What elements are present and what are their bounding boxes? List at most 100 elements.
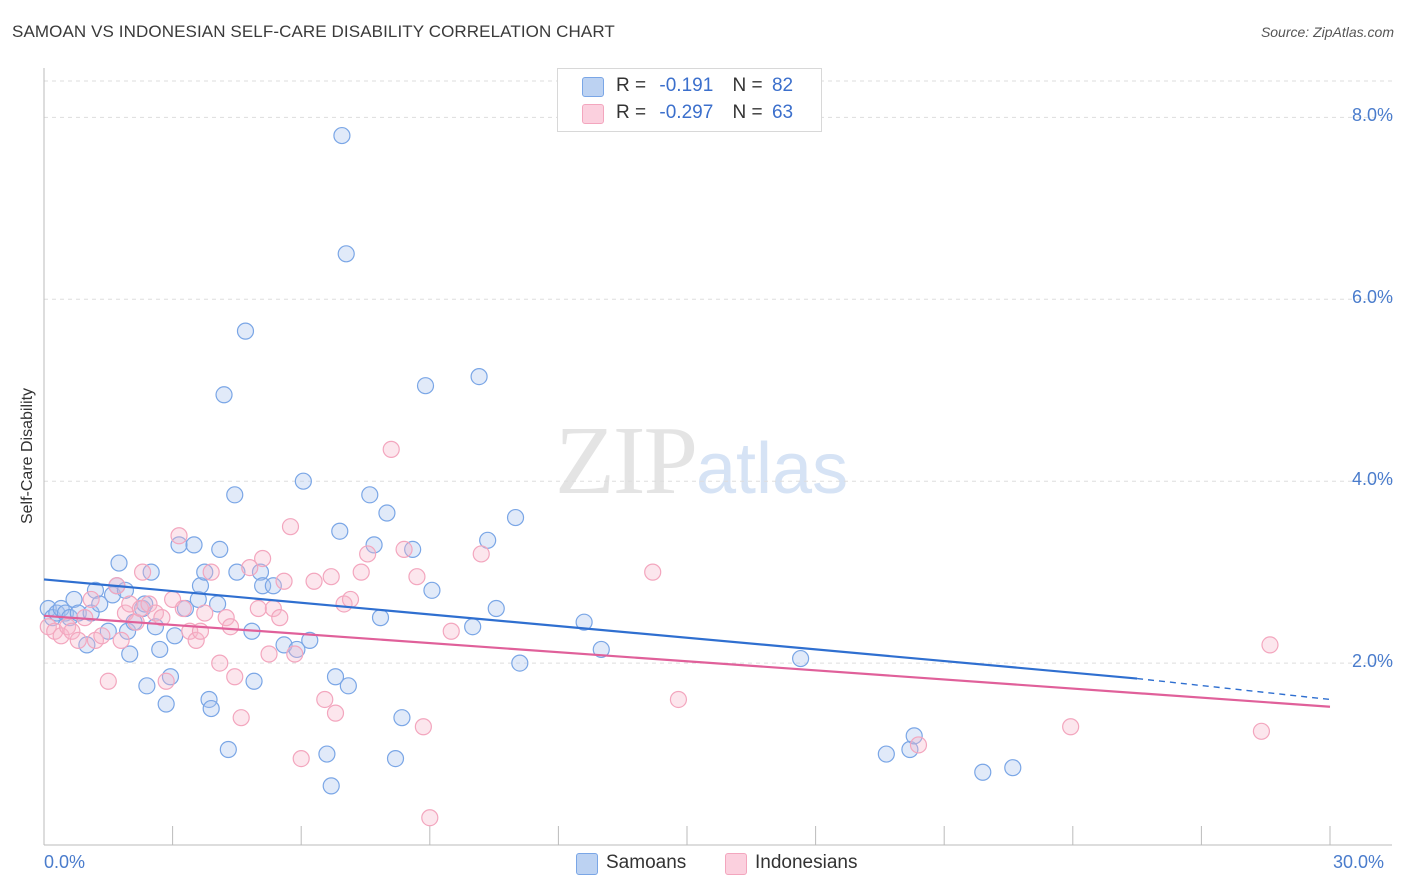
- samoan-point: [331, 522, 349, 540]
- indonesian-point: [82, 590, 100, 609]
- indonesian-point: [669, 690, 688, 709]
- samoan-point: [423, 581, 441, 599]
- samoan-trend-line: [43, 578, 1138, 680]
- trend-lines: [43, 578, 1331, 708]
- r-value: -0.191: [659, 75, 714, 96]
- samoan-point: [365, 536, 383, 554]
- indonesian-point: [352, 563, 370, 581]
- indonesian-point: [99, 672, 117, 690]
- indonesian-point: [408, 568, 426, 586]
- indonesian-point: [472, 545, 490, 563]
- watermark-atlas: atlas: [696, 429, 849, 509]
- samoan-point: [470, 367, 488, 386]
- samoan-point: [393, 709, 411, 727]
- samoan-point: [110, 554, 128, 572]
- axes: [43, 68, 1392, 846]
- legend-stats-samoans: R = -0.191 N = 82: [616, 75, 793, 97]
- samoan-point: [511, 654, 529, 672]
- indonesian-point: [69, 631, 87, 649]
- samoan-point: [905, 727, 923, 745]
- indonesian-point: [260, 645, 278, 663]
- indonesian-point: [202, 563, 220, 581]
- indonesian-point: [316, 690, 334, 709]
- indonesian-point: [305, 572, 323, 590]
- indonesian-point: [359, 545, 377, 563]
- indonesian-point: [286, 645, 304, 663]
- indonesian-point: [170, 527, 188, 545]
- samoan-point: [196, 563, 214, 581]
- samoan-point: [487, 599, 505, 618]
- samoan-point: [157, 695, 175, 713]
- samoan-point: [333, 126, 351, 145]
- samoan-point: [121, 645, 139, 663]
- source-label: Source: ZipAtlas.com: [1260, 24, 1394, 40]
- chart-title: SAMOAN VS INDONESIAN SELF-CARE DISABILIT…: [12, 22, 615, 41]
- samoan-point: [901, 740, 919, 759]
- indonesian-point: [1252, 722, 1271, 740]
- samoan-point: [211, 540, 229, 559]
- n-value: 63: [771, 102, 794, 123]
- indonesian-point: [217, 609, 235, 627]
- indonesian-point: [421, 809, 439, 827]
- indonesian-point: [153, 609, 171, 627]
- r-label: R =: [616, 102, 647, 123]
- n-value: 82: [771, 75, 794, 96]
- samoan-point: [361, 486, 379, 504]
- legend-label-samoans: Samoans: [606, 852, 687, 873]
- samoan-point: [318, 745, 336, 763]
- indonesian-point: [196, 604, 214, 622]
- samoan-point: [378, 504, 396, 522]
- indonesian-point: [909, 736, 928, 754]
- indonesian-point: [174, 599, 192, 618]
- indonesian-trend-line: [43, 614, 1331, 708]
- indonesian-point: [1261, 636, 1279, 654]
- indonesian-point: [382, 440, 400, 458]
- indonesian-point: [133, 563, 152, 581]
- indonesian-point: [52, 627, 70, 645]
- samoan-point: [322, 777, 340, 795]
- samoan-point: [138, 677, 156, 695]
- indonesian-point: [395, 540, 413, 559]
- samoan-point: [592, 640, 610, 659]
- samoan-point: [65, 590, 83, 609]
- indonesian-point: [281, 518, 300, 536]
- legend-swatch-indonesians: [582, 104, 604, 124]
- samoan-point: [78, 636, 96, 654]
- samoan-point: [86, 581, 105, 599]
- samoan-point: [251, 563, 270, 581]
- samoan-point: [151, 640, 169, 659]
- r-value: -0.297: [659, 102, 714, 123]
- samoan-point: [166, 627, 184, 645]
- indonesian-point: [232, 709, 250, 727]
- samoan-point: [301, 631, 319, 649]
- samoan-point: [245, 672, 263, 690]
- indonesian-point: [249, 599, 267, 618]
- samoan-point: [506, 508, 525, 527]
- samoan-point: [974, 763, 992, 781]
- indonesian-point: [326, 704, 345, 722]
- samoan-point: [877, 745, 895, 763]
- samoan-point: [170, 536, 188, 554]
- indonesian-point: [157, 672, 175, 690]
- y-tick-label: 6.0%: [1351, 287, 1393, 308]
- samoan-point: [118, 622, 137, 640]
- y-tick-label: 4.0%: [1351, 469, 1393, 490]
- samoan-point: [371, 609, 390, 627]
- indonesian-point: [63, 622, 81, 640]
- watermark-zip: ZIP: [555, 407, 698, 515]
- samoan-point: [386, 749, 405, 768]
- indonesian-point: [93, 627, 111, 645]
- watermark: ZIPatlas: [555, 405, 848, 517]
- samoan-point: [791, 649, 810, 668]
- indonesian-point: [226, 668, 244, 686]
- indonesian-point: [414, 718, 432, 736]
- x-tick-label-min: 0.0%: [44, 852, 86, 872]
- samoan-point: [464, 618, 482, 636]
- gridlines: [44, 80, 1392, 664]
- indonesian-point: [341, 590, 360, 609]
- samoan-point: [294, 472, 312, 490]
- indonesian-point: [187, 631, 205, 649]
- samoan-trend-extension: [1137, 677, 1331, 701]
- indonesian-point: [644, 563, 662, 581]
